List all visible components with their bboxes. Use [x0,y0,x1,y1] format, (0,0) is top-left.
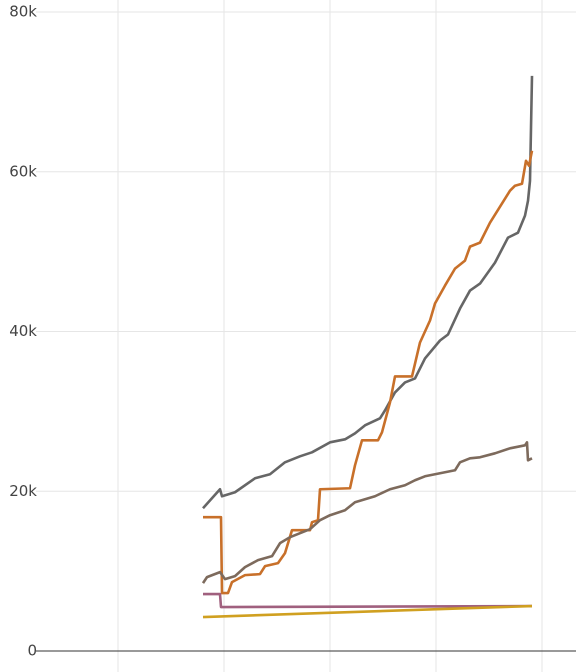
series-line [203,592,533,609]
series-line [203,150,534,595]
y-tick-label: 40k [9,322,37,340]
y-tick-label: 0 [27,642,37,660]
series-line [201,441,533,584]
y-tick-label: 60k [9,162,37,180]
series-line [202,604,533,619]
y-tick-label: 80k [9,3,37,21]
series-line [202,75,534,510]
y-tick-label: 20k [9,482,37,500]
